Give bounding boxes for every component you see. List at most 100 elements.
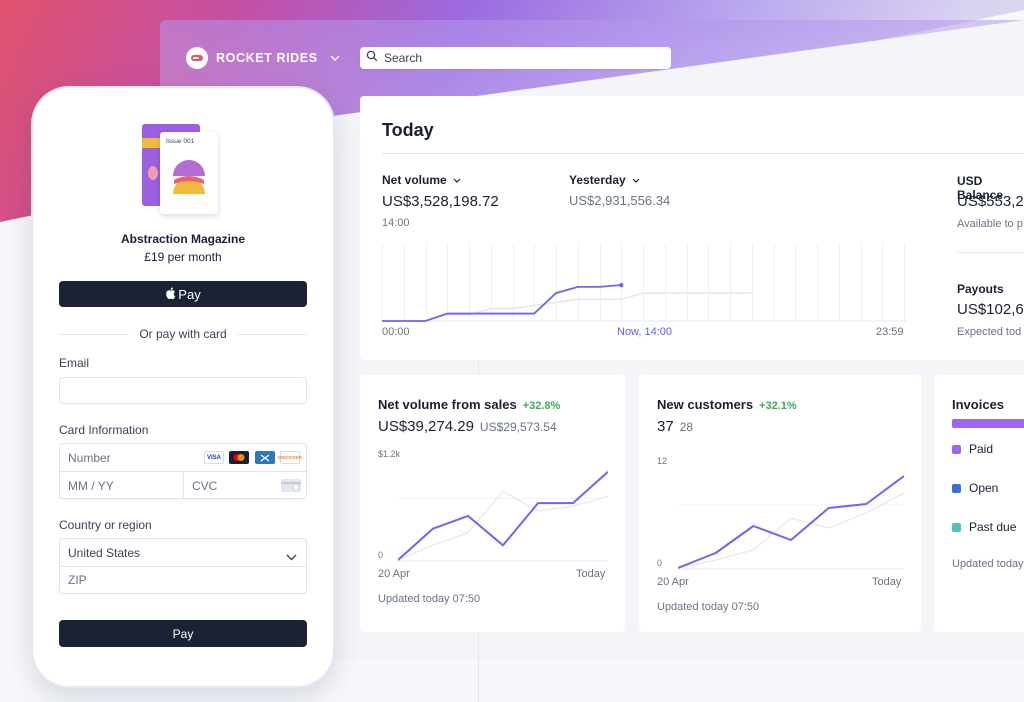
- today-divider: [382, 153, 1024, 154]
- today-series-line: [382, 284, 622, 322]
- cvc-card-icon: [281, 479, 301, 492]
- usd-balance-label: USD Balance: [957, 174, 1004, 202]
- invoices-card[interactable]: [934, 375, 1024, 632]
- yesterday-label: Yesterday: [569, 173, 626, 187]
- net-volume-selector[interactable]: Net volume: [382, 173, 461, 187]
- current-series-line: [678, 475, 904, 569]
- payouts-value: US$102,6: [957, 301, 1024, 318]
- customers-y-min: 0: [657, 558, 663, 568]
- sales-y-max: $1.2k: [378, 449, 401, 459]
- yesterday-value: US$2,931,556.34: [569, 193, 671, 208]
- sales-y-min: 0: [378, 550, 384, 560]
- magazine-cover-image: Issue 001: [160, 132, 218, 214]
- customers-card[interactable]: [639, 375, 921, 632]
- customers-updated: Updated today 07:50: [657, 601, 760, 613]
- past-due-dot: [952, 522, 961, 532]
- cvc-input[interactable]: CVC: [184, 472, 306, 499]
- brand-switcher[interactable]: ROCKET RIDES: [186, 47, 340, 69]
- net-volume-label: Net volume: [382, 173, 447, 187]
- today-current-point: [619, 282, 624, 288]
- legend-paid: Paid: [952, 442, 993, 456]
- chevron-down-icon: [632, 175, 640, 185]
- customers-x-start: 20 Apr: [657, 576, 689, 588]
- card-info-group: [59, 443, 307, 499]
- current-series-line: [398, 471, 608, 561]
- card-number-input[interactable]: Number VISA DISCOVER: [60, 444, 306, 471]
- or-pay-text: Or pay with card: [139, 327, 227, 341]
- axis-now: Now, 14:00: [617, 326, 673, 338]
- yesterday-selector[interactable]: Yesterday: [569, 173, 640, 187]
- email-field[interactable]: [59, 377, 307, 404]
- sales-updated: Updated today 07:50: [378, 593, 481, 605]
- apple-pay-label: Pay: [178, 286, 201, 302]
- rocket-logo-icon: [186, 47, 208, 69]
- expiry-placeholder: MM / YY: [68, 479, 114, 493]
- sales-card-title: Net volume from sales +32.8%: [378, 397, 560, 412]
- customers-card-title: New customers +32.1%: [657, 397, 797, 412]
- axis-end: 23:59: [876, 326, 904, 338]
- open-dot: [952, 483, 961, 493]
- today-panel: [360, 96, 1024, 360]
- country-select[interactable]: United States: [60, 539, 306, 566]
- cvc-placeholder: CVC: [192, 479, 218, 493]
- country-value: United States: [68, 546, 141, 560]
- sales-change-badge: +32.8%: [522, 400, 561, 412]
- search-icon: [366, 49, 378, 67]
- customers-value-text: 37: [657, 418, 674, 435]
- legend-open: Open: [952, 481, 998, 495]
- customers-x-end: Today: [872, 576, 902, 588]
- product-tag: Issue 001: [166, 138, 195, 145]
- yesterday-series-line: [382, 292, 752, 322]
- today-title: Today: [382, 120, 434, 140]
- invoices-updated: Updated today: [952, 558, 1024, 570]
- sales-title-text: Net volume from sales: [378, 397, 517, 412]
- sales-card-value: US$39,274.29 US$29,573.54: [378, 418, 557, 435]
- search-placeholder: Search: [384, 51, 423, 65]
- search-input[interactable]: Search: [360, 47, 671, 69]
- discover-icon: DISCOVER: [278, 451, 302, 464]
- net-volume-time: 14:00: [382, 217, 410, 229]
- legend-open-label: Open: [969, 481, 999, 495]
- email-label: Email: [59, 356, 90, 370]
- chevron-down-icon: [453, 175, 461, 185]
- payouts-sub: Expected tod: [957, 326, 1022, 338]
- customers-change-badge: +32.1%: [759, 400, 797, 412]
- legend-paid-label: Paid: [969, 442, 994, 456]
- card-info-label: Card Information: [59, 423, 149, 437]
- usd-balance-sub: Available to p: [957, 218, 1023, 230]
- payouts-label: Payouts: [957, 282, 1004, 296]
- usd-balance-value: US$553,2: [957, 193, 1024, 210]
- customers-title-text: New customers: [657, 397, 754, 412]
- product-price: £19 per month: [144, 250, 222, 264]
- legend-past-due-label: Past due: [969, 520, 1017, 534]
- customers-y-max: 12: [657, 456, 668, 466]
- net-volume-value: US$3,528,198.72: [382, 193, 499, 210]
- apple-pay-button[interactable]: Pay: [59, 281, 307, 307]
- expiry-input[interactable]: MM / YY: [60, 472, 182, 499]
- customers-chart: [678, 475, 904, 570]
- invoices-title: Invoices: [952, 397, 1005, 412]
- country-label: Country or region: [59, 518, 152, 532]
- sales-value-text: US$39,274.29: [378, 418, 474, 435]
- invoices-bar: [952, 419, 1024, 428]
- or-divider: Or pay with card: [59, 327, 307, 341]
- previous-series-line: [398, 490, 608, 561]
- amex-icon: [255, 451, 275, 464]
- sales-x-end: Today: [576, 568, 606, 580]
- chevron-down-icon: [330, 53, 340, 64]
- today-chart: [382, 243, 906, 322]
- apple-icon: [165, 286, 176, 302]
- visa-icon: VISA: [204, 451, 224, 464]
- zip-input[interactable]: ZIP: [60, 567, 306, 594]
- address-group: [59, 538, 307, 594]
- side-divider: [957, 252, 1024, 253]
- previous-series-line: [678, 492, 904, 569]
- brand-name: ROCKET RIDES: [216, 51, 318, 65]
- legend-past-due: Past due: [952, 520, 1016, 534]
- sales-previous-value: US$29,573.54: [479, 420, 557, 434]
- sales-x-start: 20 Apr: [378, 568, 410, 580]
- axis-start: 00:00: [382, 326, 410, 338]
- pay-button[interactable]: Pay: [59, 620, 307, 647]
- customers-previous-value: 28: [679, 420, 694, 434]
- mastercard-icon: [229, 451, 249, 464]
